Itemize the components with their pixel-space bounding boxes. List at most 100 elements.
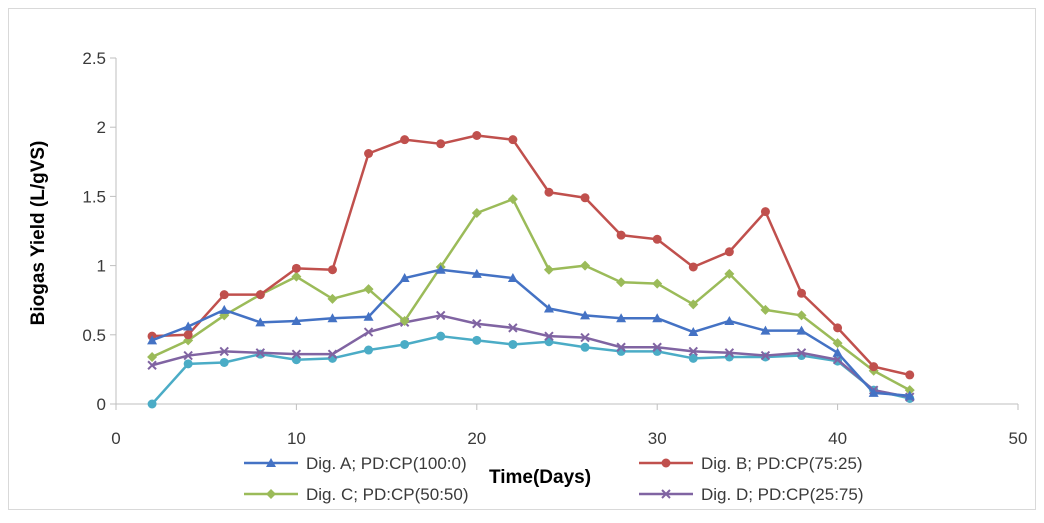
data-point	[724, 315, 735, 325]
legend-label: Dig. C; PD:CP(50:50)	[306, 485, 469, 504]
data-point	[797, 288, 807, 298]
data-point	[363, 327, 374, 337]
legend-marker	[266, 458, 276, 467]
data-point	[183, 350, 193, 361]
data-point	[832, 347, 843, 357]
data-point	[652, 234, 662, 244]
data-point	[471, 208, 482, 219]
data-point	[507, 273, 518, 283]
x-tick-label: 10	[287, 429, 306, 448]
data-point	[183, 330, 193, 340]
data-point	[327, 349, 338, 359]
x-tick-label: 0	[111, 429, 120, 448]
data-point	[580, 332, 590, 343]
data-point	[255, 290, 265, 300]
data-point	[472, 131, 482, 141]
data-point	[219, 290, 229, 300]
data-point	[183, 359, 193, 369]
data-point	[472, 335, 482, 345]
y-tick-label: 2.5	[82, 49, 106, 68]
data-point	[364, 148, 374, 158]
data-point	[724, 268, 735, 279]
data-point	[327, 265, 337, 275]
data-point	[147, 399, 157, 409]
x-tick-label: 30	[648, 429, 667, 448]
data-point	[760, 325, 771, 335]
y-tick-label: 0	[97, 395, 106, 414]
data-point	[652, 278, 663, 289]
data-point	[400, 339, 410, 349]
x-tick-label: 40	[828, 429, 847, 448]
data-point	[327, 293, 338, 304]
y-tick-label: 1.5	[82, 187, 106, 206]
legend-item: Dig. D; PD:CP(25:75)	[639, 485, 864, 504]
data-point	[291, 263, 301, 273]
series-4	[147, 310, 915, 402]
chart-border	[8, 8, 1036, 510]
data-point	[436, 310, 446, 321]
data-point	[399, 315, 410, 326]
series-line	[151, 268, 910, 397]
data-point	[544, 331, 554, 341]
series-2	[147, 131, 915, 380]
data-point	[652, 313, 663, 323]
axes: 0 0.5 1 1.5 2 2.5 0 10 20 30 40 50	[82, 49, 1027, 448]
data-point	[219, 346, 229, 357]
data-point	[869, 362, 879, 372]
data-point	[688, 353, 698, 363]
series-line	[152, 134, 911, 377]
y-axis-title: Biogas Yield (L/gVS)	[28, 141, 49, 326]
series-line	[151, 334, 911, 405]
data-point	[363, 311, 374, 321]
series-line	[151, 314, 910, 399]
data-point	[364, 345, 374, 355]
data-point	[796, 348, 807, 358]
data-point	[291, 271, 302, 282]
data-point	[616, 313, 627, 323]
y-tick-label: 1	[97, 257, 106, 276]
data-point	[833, 323, 843, 333]
legend-label: Dig. B; PD:CP(75:25)	[701, 454, 863, 473]
data-point	[327, 313, 338, 323]
data-point	[507, 194, 518, 205]
data-point	[688, 346, 698, 357]
data-point	[543, 264, 554, 275]
data-point	[291, 315, 302, 325]
data-point	[544, 187, 554, 197]
legend-item: Dig. C; PD:CP(50:50)	[244, 485, 469, 504]
legend-item: Dig. B; PD:CP(75:25)	[639, 454, 863, 473]
y-tick-label: 0.5	[82, 326, 106, 345]
data-point	[580, 193, 590, 203]
data-point	[724, 348, 735, 358]
data-point	[796, 325, 807, 335]
data-point	[904, 385, 915, 396]
data-point	[255, 348, 266, 358]
legend-item: Dig. A; PD:CP(100:0)	[244, 454, 467, 473]
data-point	[904, 390, 915, 400]
data-point	[580, 310, 591, 320]
legend-marker	[266, 489, 276, 499]
data-point	[436, 331, 446, 341]
data-point	[399, 273, 410, 283]
data-point	[436, 139, 446, 149]
legend-marker	[661, 489, 671, 499]
legend: Dig. A; PD:CP(100:0) Dig. B; PD:CP(75:25)…	[244, 454, 864, 504]
data-point	[688, 262, 698, 272]
x-tick-label: 20	[467, 429, 486, 448]
data-point	[472, 319, 482, 329]
data-point	[147, 360, 157, 370]
data-point	[219, 357, 229, 367]
data-point	[147, 351, 158, 362]
legend-marker	[661, 458, 671, 468]
data-point	[760, 304, 771, 315]
data-point	[255, 317, 266, 327]
data-point	[400, 135, 410, 145]
x-tick-label: 50	[1009, 429, 1028, 448]
data-point	[616, 277, 627, 288]
data-point	[363, 284, 374, 295]
data-point	[219, 304, 230, 314]
data-point	[688, 327, 699, 337]
data-point	[580, 260, 591, 271]
